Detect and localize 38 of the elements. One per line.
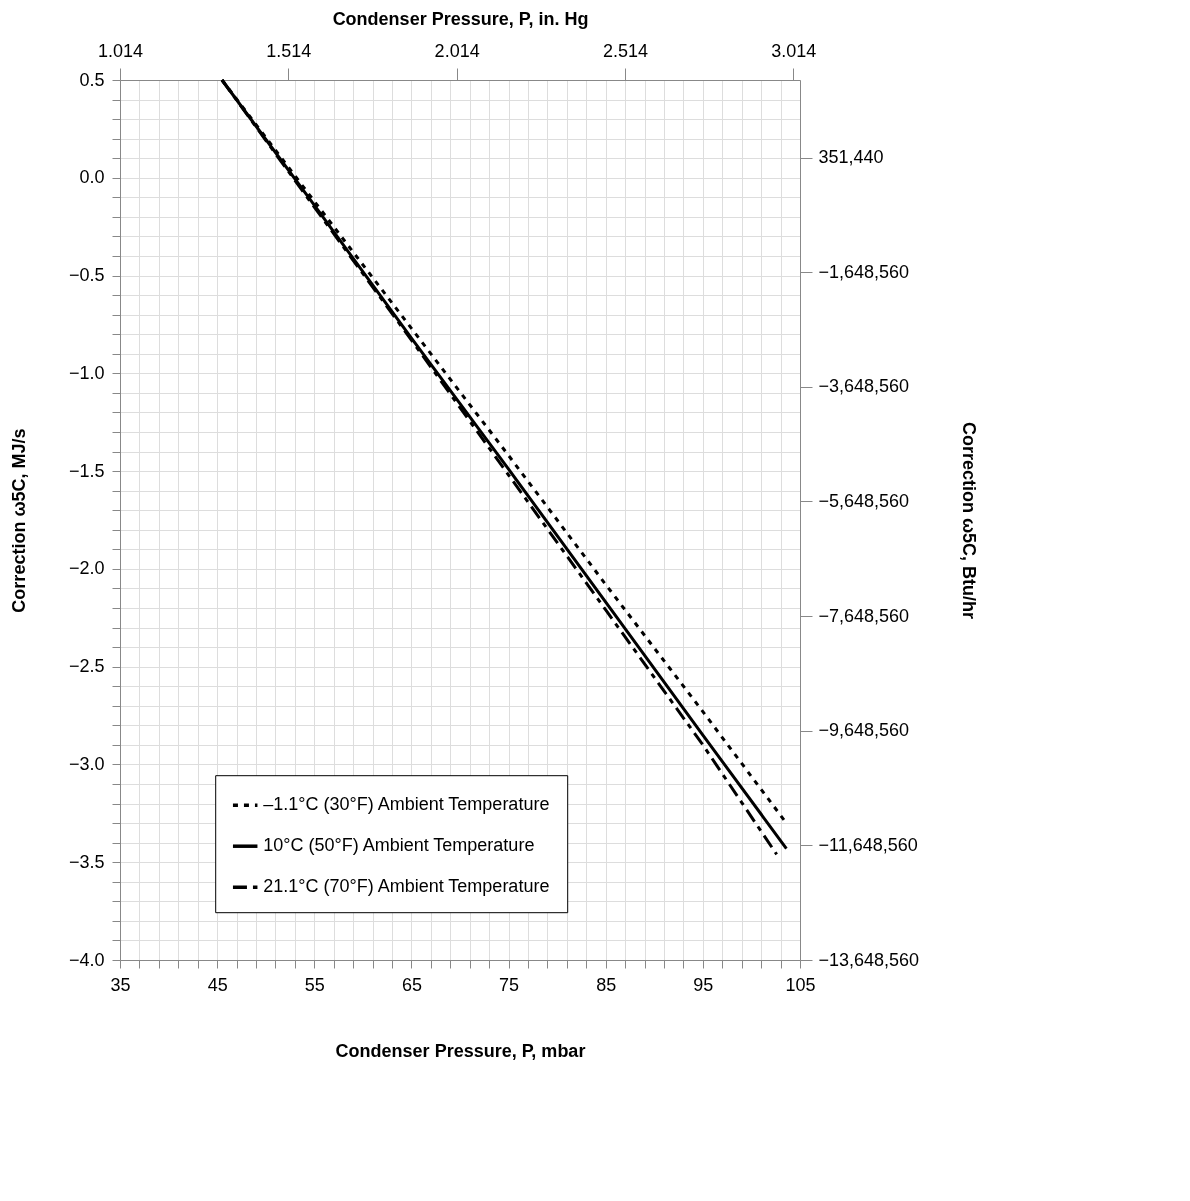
y2-tick-label: −5,648,560 (818, 491, 910, 511)
y-tick-label: −1.0 (68, 362, 105, 383)
x2-tick-label: 1.014 (97, 40, 144, 61)
y-tick-label: −2.0 (68, 558, 105, 579)
x-tick-label: 35 (110, 974, 131, 995)
legend-label: 21.1°C (70°F) Ambient Temperature (263, 876, 550, 897)
x2-tick-label: 1.514 (266, 40, 312, 61)
legend-label: 10°C (50°F) Ambient Temperature (263, 835, 535, 856)
x-tick-label: 45 (207, 974, 228, 995)
x-axis-title: Condenser Pressure, P, mbar (335, 1040, 586, 1061)
y-tick-label: 0.0 (79, 167, 105, 188)
y2-tick-label: −9,648,560 (818, 720, 910, 741)
x-tick-label: 55 (304, 974, 325, 995)
legend-label: –1.1°C (30°F) Ambient Temperature (263, 794, 550, 815)
y2-tick-label: −11,648,560 (818, 834, 918, 855)
x-tick-label: 75 (499, 974, 520, 995)
y-tick-label: −3.0 (68, 753, 105, 774)
x2-tick-label: 2.014 (434, 40, 480, 61)
x-tick-label: 85 (596, 974, 617, 995)
y-axis-title: Correction ω5C, MJ/s (8, 428, 29, 613)
x2-axis-title: Condenser Pressure, P, in. Hg (332, 8, 589, 29)
y-tick-label: −0.5 (68, 265, 105, 286)
x2-tick-label: 3.014 (771, 40, 817, 61)
y2-tick-label: 351,440 (818, 147, 884, 168)
y-tick-label: 0.5 (79, 69, 105, 90)
y2-tick-label: −3,648,560 (818, 376, 910, 397)
y2-tick-label: −1,648,560 (818, 261, 910, 282)
y-tick-label: −2.5 (68, 656, 105, 677)
y2-axis-title: Correction ω5C, Btu/hr (959, 421, 980, 620)
y-tick-label: −1.5 (68, 460, 105, 481)
y-tick-label: −4.0 (68, 949, 105, 970)
x-tick-label: 95 (693, 974, 714, 995)
y2-tick-label: −7,648,560 (818, 605, 910, 626)
x-tick-label: 105 (785, 974, 816, 995)
y2-tick-label: −13,648,560 (818, 949, 920, 970)
y-tick-label: −3.5 (68, 851, 105, 872)
x-tick-label: 65 (401, 974, 422, 995)
x2-tick-label: 2.514 (602, 40, 648, 61)
